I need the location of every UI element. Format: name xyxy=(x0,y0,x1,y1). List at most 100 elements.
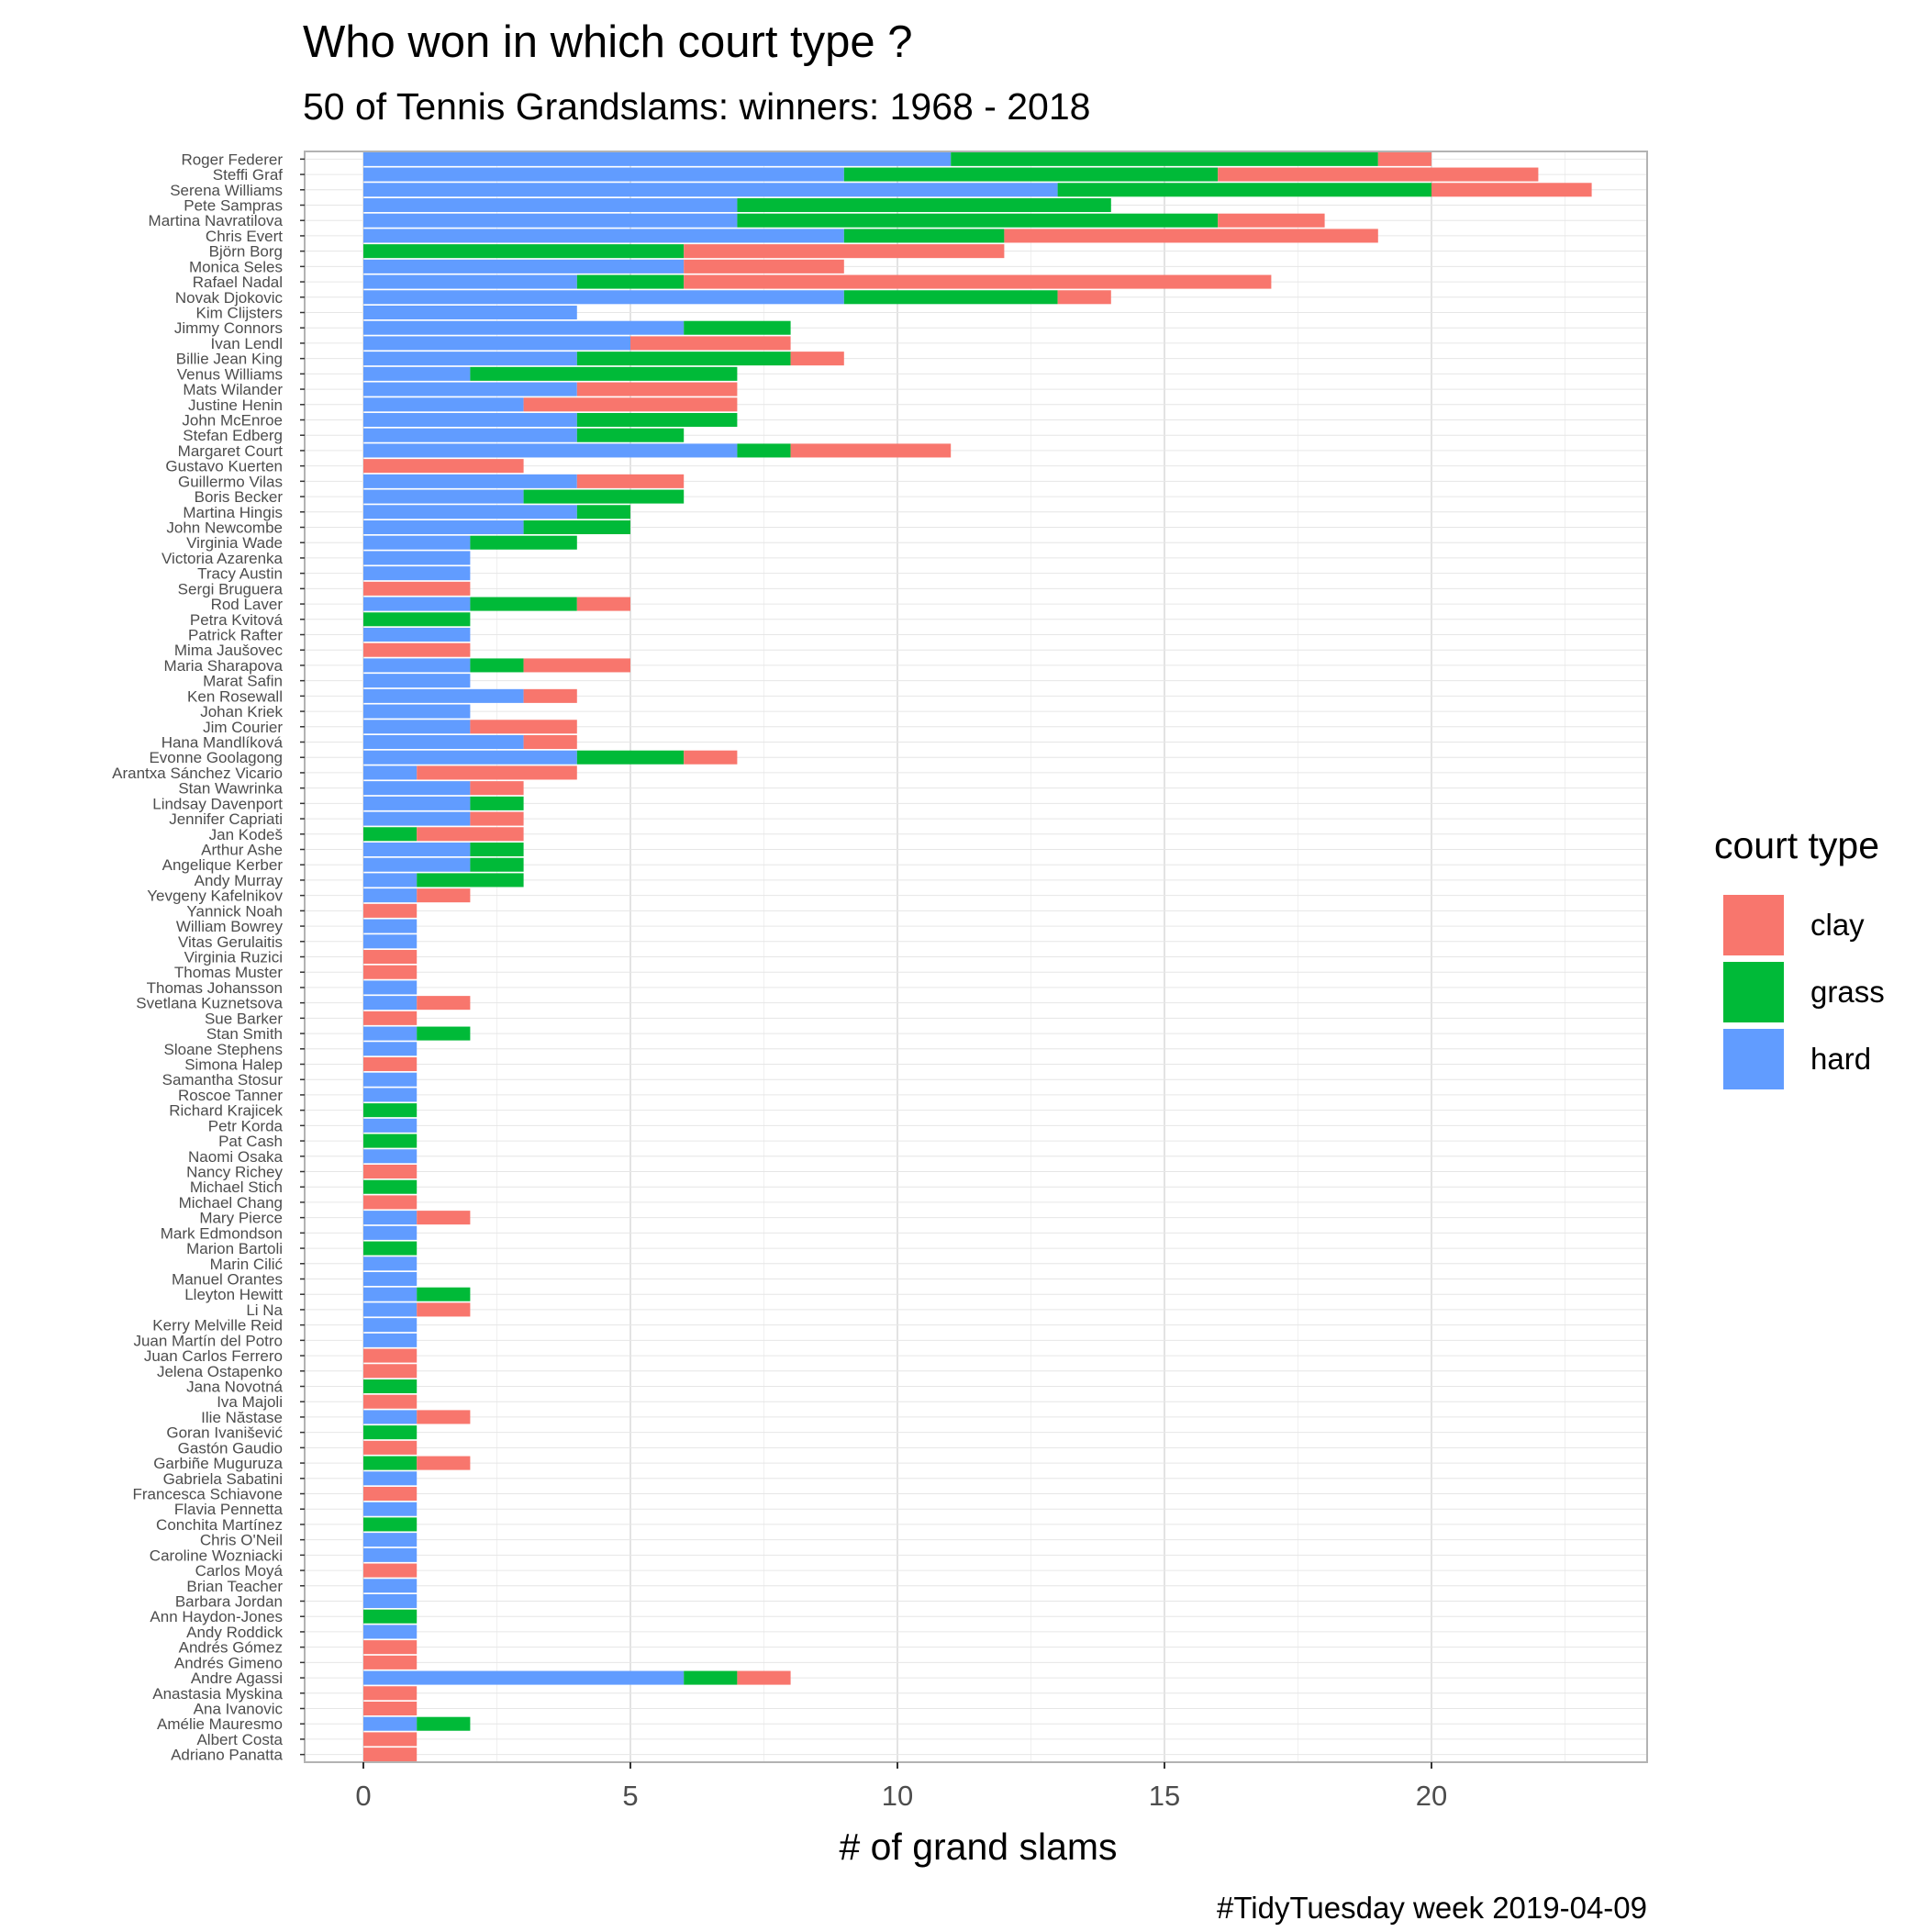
y-tick-label: Garbiñe Muguruza xyxy=(153,1455,283,1472)
bar-hard xyxy=(363,1410,418,1424)
y-tick-label: Sue Barker xyxy=(205,1010,283,1027)
y-tick-label: Michael Stich xyxy=(190,1178,283,1196)
legend-label-grass: grass xyxy=(1810,975,1885,1009)
y-tick-label: Ana Ivanovic xyxy=(194,1701,284,1718)
y-tick-label: Yannick Noah xyxy=(186,902,283,920)
legend-key-hard xyxy=(1723,1029,1784,1089)
bar-clay xyxy=(790,443,952,458)
bar-hard xyxy=(363,734,524,750)
x-tick-label: 20 xyxy=(1416,1780,1447,1812)
y-tick-label: Sloane Stephens xyxy=(164,1041,284,1058)
y-tick-label: Ilie Năstase xyxy=(201,1409,283,1426)
y-tick-label: Nancy Richey xyxy=(186,1164,283,1181)
bar-clay xyxy=(363,581,471,596)
bar-clay xyxy=(1057,290,1111,305)
y-tick-label: Juan Carlos Ferrero xyxy=(144,1347,283,1365)
bar-clay xyxy=(363,1440,418,1455)
bar-grass xyxy=(470,597,577,611)
y-tick-label: Marin Cilić xyxy=(210,1256,284,1273)
y-tick-label: Roger Federer xyxy=(181,151,283,168)
bar-hard xyxy=(363,873,418,888)
legend-label-hard: hard xyxy=(1810,1042,1871,1076)
bar-hard xyxy=(363,1625,418,1639)
bar-hard xyxy=(363,919,418,933)
bar-grass xyxy=(363,1609,418,1624)
bar-clay xyxy=(417,765,577,780)
y-tick-label: Samantha Stosur xyxy=(162,1071,284,1089)
y-tick-label: Mats Wilander xyxy=(183,381,283,398)
y-tick-label: Ken Rosewall xyxy=(187,687,283,705)
x-tick-label: 15 xyxy=(1149,1780,1180,1812)
bar-clay xyxy=(363,1364,418,1379)
bar-hard xyxy=(363,688,524,703)
bar-hard xyxy=(363,674,471,688)
y-tick-label: Thomas Muster xyxy=(174,964,283,981)
bar-clay xyxy=(363,965,418,979)
bar-hard xyxy=(363,1072,418,1087)
y-tick-label: Ivan Lendl xyxy=(211,335,283,352)
y-tick-label: Svetlana Kuznetsova xyxy=(136,995,283,1012)
y-tick-label: Sergi Bruguera xyxy=(178,580,284,597)
y-tick-label: Virginia Ruzici xyxy=(184,949,283,966)
y-tick-label: Lleyton Hewitt xyxy=(184,1286,283,1303)
bar-hard xyxy=(363,1333,418,1347)
bar-grass xyxy=(470,658,524,673)
bar-hard xyxy=(363,274,577,289)
bar-clay xyxy=(363,949,418,965)
bar-hard xyxy=(363,842,471,857)
bar-clay xyxy=(417,827,524,842)
y-tick-label: Chris O'Neil xyxy=(200,1532,283,1549)
y-tick-label: Tracy Austin xyxy=(197,565,283,583)
y-tick-label: Andre Agassi xyxy=(191,1670,283,1687)
y-tick-label: Angelique Kerber xyxy=(162,856,284,874)
bar-hard xyxy=(363,551,471,565)
y-tick-label: Richard Krajicek xyxy=(169,1102,283,1120)
bar-grass xyxy=(523,519,630,535)
y-tick-label: Yevgeny Kafelnikov xyxy=(147,888,283,905)
bar-grass xyxy=(417,873,524,888)
bar-grass xyxy=(523,489,685,504)
bar-hard xyxy=(363,305,577,320)
bars xyxy=(363,151,1592,1762)
y-tick-label: Ann Haydon-Jones xyxy=(150,1608,283,1625)
bar-grass xyxy=(363,612,471,627)
bar-grass xyxy=(576,352,791,366)
bar-hard xyxy=(363,1256,418,1271)
bar-hard xyxy=(363,151,952,166)
bar-grass xyxy=(576,750,685,765)
y-tick-label: Francesca Schiavone xyxy=(133,1486,283,1503)
bar-hard xyxy=(363,1670,685,1685)
bar-clay xyxy=(1377,151,1431,166)
bar-clay xyxy=(523,658,630,673)
y-tick-label: Conchita Martínez xyxy=(156,1516,283,1534)
y-tick-label: Marion Bartoli xyxy=(186,1240,283,1257)
y-tick-label: Albert Costa xyxy=(196,1731,283,1748)
bar-clay xyxy=(363,1394,418,1409)
chart-subtitle: 50 of Tennis Grandslams: winners: 1968 -… xyxy=(303,85,1090,128)
y-tick-label: Simona Halep xyxy=(184,1056,283,1074)
bar-grass xyxy=(363,1134,418,1148)
bar-clay xyxy=(363,903,418,918)
y-tick-label: Andy Roddick xyxy=(186,1624,283,1641)
y-tick-label: Caroline Wozniacki xyxy=(150,1547,283,1564)
y-tick-label: Mark Edmondson xyxy=(161,1224,283,1242)
bar-clay xyxy=(576,597,630,611)
y-tick-label: Adriano Panatta xyxy=(171,1747,283,1764)
bar-grass xyxy=(363,827,418,842)
bar-hard xyxy=(363,1533,418,1547)
y-tick-label: Roscoe Tanner xyxy=(178,1087,283,1104)
bar-hard xyxy=(363,1502,418,1516)
y-tick-label: Vitas Gerulaitis xyxy=(178,933,283,951)
legend-title: court type xyxy=(1714,824,1879,866)
bar-hard xyxy=(363,750,577,765)
bar-hard xyxy=(363,1026,418,1041)
bar-hard xyxy=(363,1271,418,1287)
y-tick-label: Mary Pierce xyxy=(199,1210,283,1227)
bar-grass xyxy=(363,1456,418,1470)
y-tick-label: Kim Clijsters xyxy=(196,305,283,322)
bar-grass xyxy=(1057,183,1431,197)
y-tick-label: Stefan Edberg xyxy=(183,427,283,444)
y-tick-label: Li Na xyxy=(246,1301,283,1319)
y-tick-label: Chris Evert xyxy=(206,228,283,245)
